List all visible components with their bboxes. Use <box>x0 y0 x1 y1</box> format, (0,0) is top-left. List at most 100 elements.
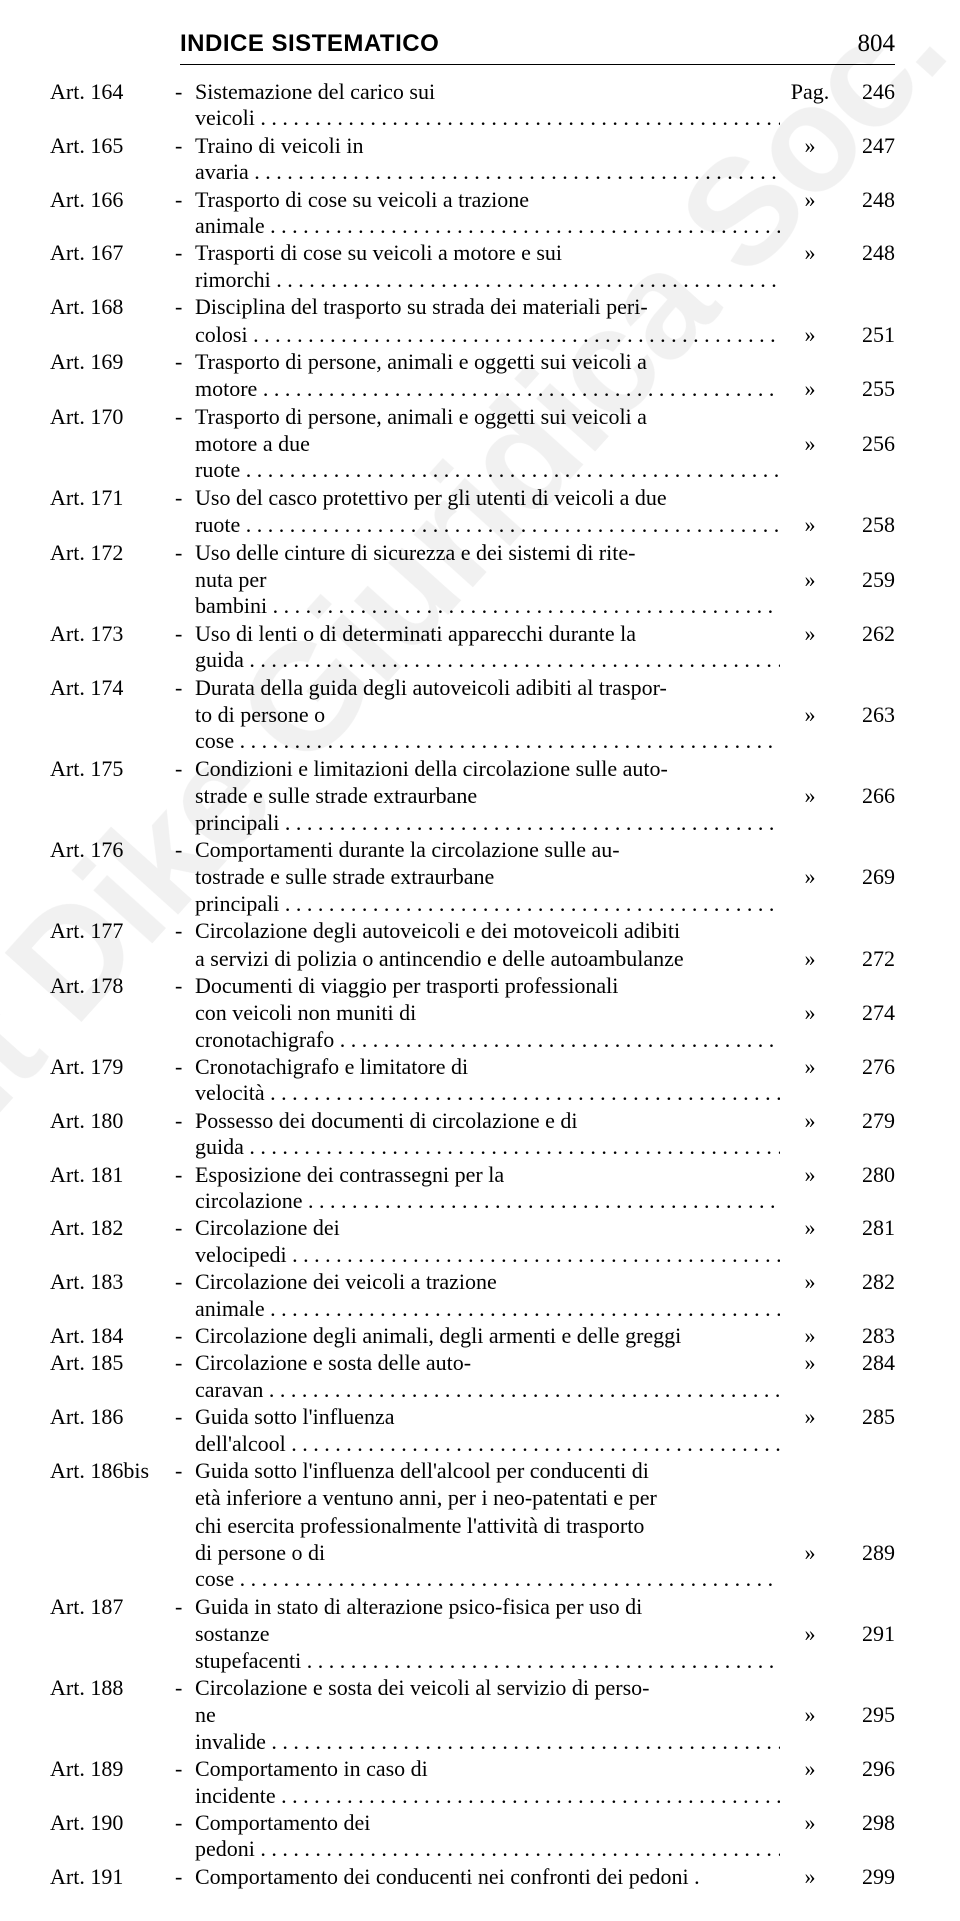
index-row: Art. 170-Trasporto di persone, animali e… <box>50 404 895 430</box>
page-number: 266 <box>840 783 895 809</box>
page-marker: » <box>780 946 840 972</box>
article-title: Guida in stato di alterazione psico-fisi… <box>195 1594 780 1620</box>
article-number: Art. 168 <box>50 294 175 320</box>
separator-dash: - <box>175 404 195 430</box>
article-number: Art. 164 <box>50 79 175 105</box>
article-number: Art. 176 <box>50 837 175 863</box>
article-title: strade e sulle strade extraurbane princi… <box>195 783 780 836</box>
article-title: Circolazione dei velocipedi <box>195 1215 780 1268</box>
article-number: Art. 172 <box>50 540 175 566</box>
page-marker: » <box>780 864 840 890</box>
article-title: a servizi di polizia o antincendio e del… <box>195 946 780 972</box>
index-row: Art. 166-Trasporto di cose su veicoli a … <box>50 187 895 240</box>
separator-dash: - <box>175 294 195 320</box>
article-title: Circolazione degli autoveicoli e dei mot… <box>195 918 780 944</box>
page-marker: » <box>780 1323 840 1349</box>
separator-dash: - <box>175 918 195 944</box>
separator-dash: - <box>175 79 195 105</box>
article-number: Art. 173 <box>50 621 175 647</box>
page-number: 296 <box>840 1756 895 1782</box>
page-number: 281 <box>840 1215 895 1241</box>
page-marker: » <box>780 240 840 266</box>
page-number: 276 <box>840 1054 895 1080</box>
article-title: Esposizione dei contrassegni per la circ… <box>195 1162 780 1215</box>
header-title: INDICE SISTEMATICO <box>180 30 439 58</box>
separator-dash: - <box>175 621 195 647</box>
index-row: Art. 172-Uso delle cinture di sicurezza … <box>50 540 895 566</box>
page-number: 259 <box>840 567 895 593</box>
article-number: Art. 186 <box>50 1404 175 1430</box>
article-number: Art. 186bis <box>50 1458 175 1484</box>
page-number: 263 <box>840 702 895 728</box>
separator-dash: - <box>175 1323 195 1349</box>
page-number: 256 <box>840 431 895 457</box>
page-marker: » <box>780 1621 840 1647</box>
page-marker: » <box>780 187 840 213</box>
index-row: Art. 189-Comportamento in caso di incide… <box>50 1756 895 1809</box>
index-row: to di persone o cose»263 <box>50 702 895 755</box>
separator-dash: - <box>175 1675 195 1701</box>
article-title: ruote <box>195 512 780 538</box>
article-number: Art. 174 <box>50 675 175 701</box>
page-marker: » <box>780 1702 840 1728</box>
index-row: Art. 173-Uso di lenti o di determinati a… <box>50 621 895 674</box>
separator-dash: - <box>175 973 195 999</box>
page-marker: » <box>780 702 840 728</box>
page-marker: » <box>780 1162 840 1188</box>
index-row: Art. 169-Trasporto di persone, animali e… <box>50 349 895 375</box>
index-row: ruote»258 <box>50 512 895 538</box>
page-marker: » <box>780 1269 840 1295</box>
article-title: Condizioni e limitazioni della circolazi… <box>195 756 780 782</box>
index-row: con veicoli non muniti di cronotachigraf… <box>50 1000 895 1053</box>
index-row: Art. 175-Condizioni e limitazioni della … <box>50 756 895 782</box>
index-row: Art. 168-Disciplina del trasporto su str… <box>50 294 895 320</box>
index-row: colosi»251 <box>50 322 895 348</box>
separator-dash: - <box>175 837 195 863</box>
page-number: 247 <box>840 133 895 159</box>
page-number: 246 <box>840 79 895 105</box>
page-marker: » <box>780 322 840 348</box>
article-title: Disciplina del trasporto su strada dei m… <box>195 294 780 320</box>
page-marker: » <box>780 1864 840 1890</box>
index-row: Art. 186bis-Guida sotto l'influenza dell… <box>50 1458 895 1484</box>
page-marker: » <box>780 1810 840 1836</box>
article-title: Circolazione dei veicoli a trazione anim… <box>195 1269 780 1322</box>
article-title: nuta per bambini <box>195 567 780 620</box>
separator-dash: - <box>175 540 195 566</box>
page-number: 251 <box>840 322 895 348</box>
article-number: Art. 179 <box>50 1054 175 1080</box>
index-row: Art. 182-Circolazione dei velocipedi»281 <box>50 1215 895 1268</box>
article-number: Art. 184 <box>50 1323 175 1349</box>
article-title: età inferiore a ventuno anni, per i neo-… <box>195 1485 780 1511</box>
separator-dash: - <box>175 756 195 782</box>
index-row: Art. 181-Esposizione dei contrassegni pe… <box>50 1162 895 1215</box>
article-title: motore a due ruote <box>195 431 780 484</box>
page-marker: » <box>780 133 840 159</box>
index-row: motore»255 <box>50 376 895 402</box>
index-row: Art. 184-Circolazione degli animali, deg… <box>50 1323 895 1349</box>
article-title: motore <box>195 376 780 402</box>
article-number: Art. 185 <box>50 1350 175 1376</box>
article-title: chi esercita professionalmente l'attivit… <box>195 1513 780 1539</box>
article-number: Art. 180 <box>50 1108 175 1134</box>
page-marker: » <box>780 1000 840 1026</box>
page-number: 295 <box>840 1702 895 1728</box>
index-row: Art. 179-Cronotachigrafo e limitatore di… <box>50 1054 895 1107</box>
separator-dash: - <box>175 1458 195 1484</box>
separator-dash: - <box>175 1162 195 1188</box>
index-row: nuta per bambini»259 <box>50 567 895 620</box>
article-title: Guida sotto l'influenza dell'alcool per … <box>195 1458 780 1484</box>
separator-dash: - <box>175 675 195 701</box>
index-row: ne invalide»295 <box>50 1702 895 1755</box>
page-marker: » <box>780 1215 840 1241</box>
separator-dash: - <box>175 1269 195 1295</box>
page-number: 269 <box>840 864 895 890</box>
page-marker: » <box>780 512 840 538</box>
page-number: 283 <box>840 1323 895 1349</box>
article-title: Possesso dei documenti di circolazione e… <box>195 1108 780 1161</box>
index-row: Art. 183-Circolazione dei veicoli a traz… <box>50 1269 895 1322</box>
article-title: ne invalide <box>195 1702 780 1755</box>
article-title: Trasporto di persone, animali e oggetti … <box>195 404 780 430</box>
article-number: Art. 188 <box>50 1675 175 1701</box>
article-number: Art. 171 <box>50 485 175 511</box>
